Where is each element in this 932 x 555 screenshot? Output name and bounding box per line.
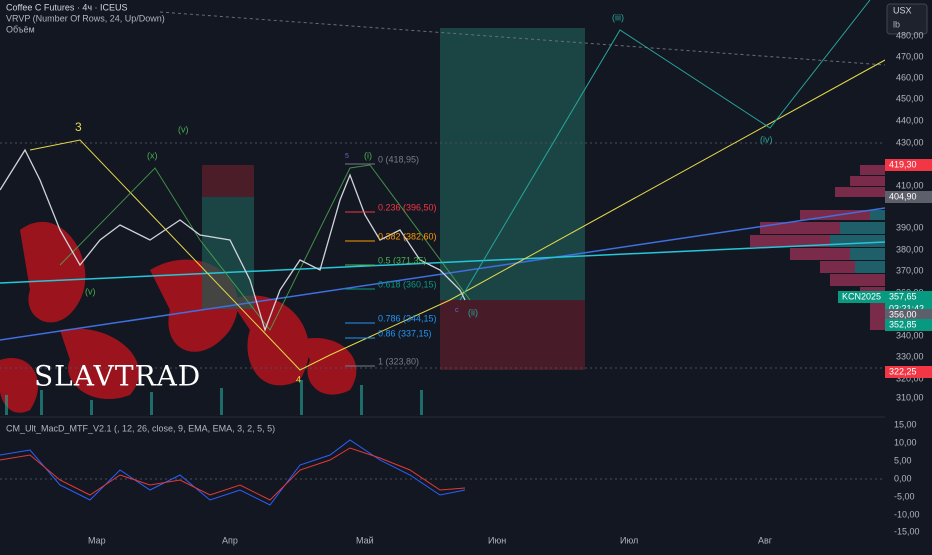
macd-line bbox=[0, 439, 466, 506]
unit-box bbox=[886, 3, 928, 35]
wave-label: (iii) bbox=[612, 12, 624, 22]
fib-label: 0.786 (344,15) bbox=[378, 313, 437, 323]
price-badge-text: KCN2025 bbox=[842, 291, 881, 301]
fib-label: 0.5 (371,35) bbox=[378, 255, 427, 265]
wave-line bbox=[459, 0, 871, 301]
price-badge-text: 357,65 bbox=[889, 291, 917, 301]
volume-label: Объём bbox=[6, 24, 35, 34]
indicator-label: 10,00 bbox=[894, 437, 917, 447]
symbol: Coffee C Futures · 4ч · ICEUS bbox=[6, 2, 128, 12]
price-badge bbox=[885, 191, 932, 203]
time-label: Июн bbox=[488, 535, 506, 545]
price-label: 430,00 bbox=[896, 137, 924, 147]
price-badge bbox=[885, 159, 932, 171]
price-badge-text: 03:21:42 bbox=[889, 303, 924, 313]
watermark: SLAVTRAD bbox=[34, 360, 201, 393]
fib-label: 0.618 (360,15) bbox=[378, 279, 437, 289]
wave-label: 5 bbox=[345, 153, 349, 160]
time-label: Май bbox=[356, 535, 374, 545]
price-label: 450,00 bbox=[896, 93, 924, 103]
price-badge bbox=[885, 291, 932, 303]
wave-label: 3 bbox=[75, 120, 82, 134]
indicator-label: 15,00 bbox=[894, 419, 917, 429]
price-axis bbox=[885, 0, 932, 550]
price-badge bbox=[885, 309, 932, 321]
price-label: 470,00 bbox=[896, 51, 924, 61]
price-badge bbox=[838, 291, 885, 303]
price-badge bbox=[885, 366, 932, 378]
currency: USX bbox=[893, 5, 912, 15]
wave-label: (iv) bbox=[760, 134, 773, 144]
fib-label: 1 (323,80) bbox=[378, 356, 419, 366]
unit: lb bbox=[893, 19, 900, 29]
price-badge-text: 322,25 bbox=[889, 366, 917, 376]
fib-label: 0.86 (337,15) bbox=[378, 328, 432, 338]
price-label: 370,00 bbox=[896, 265, 924, 275]
price-label: 330,00 bbox=[896, 351, 924, 361]
time-label: Авг bbox=[758, 535, 773, 545]
price-label: 480,00 bbox=[896, 30, 924, 40]
price-label: 390,00 bbox=[896, 222, 924, 232]
wave-line bbox=[59, 164, 471, 331]
price-label: 380,00 bbox=[896, 244, 924, 254]
price-label: 440,00 bbox=[896, 115, 924, 125]
signal-line bbox=[0, 447, 466, 501]
wave-label: (ii) bbox=[468, 307, 478, 317]
price-label: 340,00 bbox=[896, 330, 924, 340]
price-badge-text: 419,30 bbox=[889, 159, 917, 169]
price-label: 310,00 bbox=[896, 392, 924, 402]
fib-label: 0.236 (396,50) bbox=[378, 202, 437, 212]
trend-line bbox=[0, 207, 886, 341]
volume-bars bbox=[5, 380, 423, 415]
time-label: Июл bbox=[620, 535, 638, 545]
stop-zone bbox=[202, 165, 254, 197]
fib-label: 0 (418,95) bbox=[378, 154, 419, 164]
time-label: Мар bbox=[88, 535, 106, 545]
price-badge-text: 404,90 bbox=[889, 191, 917, 201]
time-axis bbox=[0, 532, 885, 550]
vrvp-label: VRVP (Number Of Rows, 24, Up/Down) bbox=[6, 13, 165, 23]
indicator-label: 0,00 bbox=[894, 473, 912, 483]
fib-label: 0.382 (382,60) bbox=[378, 231, 437, 241]
wave-line bbox=[29, 59, 886, 371]
indicator-label: 5,00 bbox=[894, 455, 912, 465]
trend-line bbox=[159, 11, 886, 66]
price-label: 460,00 bbox=[896, 72, 924, 82]
indicator-label: -5,00 bbox=[894, 491, 915, 501]
indicator-label: -10,00 bbox=[894, 509, 920, 519]
time-label: Апр bbox=[222, 535, 238, 545]
wave-label: c bbox=[455, 307, 459, 314]
price-badge-text: 352,85 bbox=[889, 319, 917, 329]
price-path bbox=[0, 148, 466, 333]
price-label: 410,00 bbox=[896, 180, 924, 190]
stop-zone bbox=[440, 300, 585, 370]
indicator-title: CM_Ult_MacD_MTF_V2.1 (, 12, 26, close, 9… bbox=[6, 423, 275, 433]
wave-label: (x) bbox=[147, 150, 158, 160]
price-badge bbox=[885, 319, 932, 331]
indicator-label: -15,00 bbox=[894, 526, 920, 536]
price-label: 320,00 bbox=[896, 373, 924, 383]
wave-label: 4 bbox=[296, 374, 301, 384]
wave-label: (i) bbox=[364, 150, 372, 160]
wave-label: (v) bbox=[85, 286, 96, 296]
target-zone bbox=[440, 28, 585, 300]
wave-label: (v) bbox=[178, 124, 189, 134]
price-badge-text: 356,00 bbox=[889, 309, 917, 319]
